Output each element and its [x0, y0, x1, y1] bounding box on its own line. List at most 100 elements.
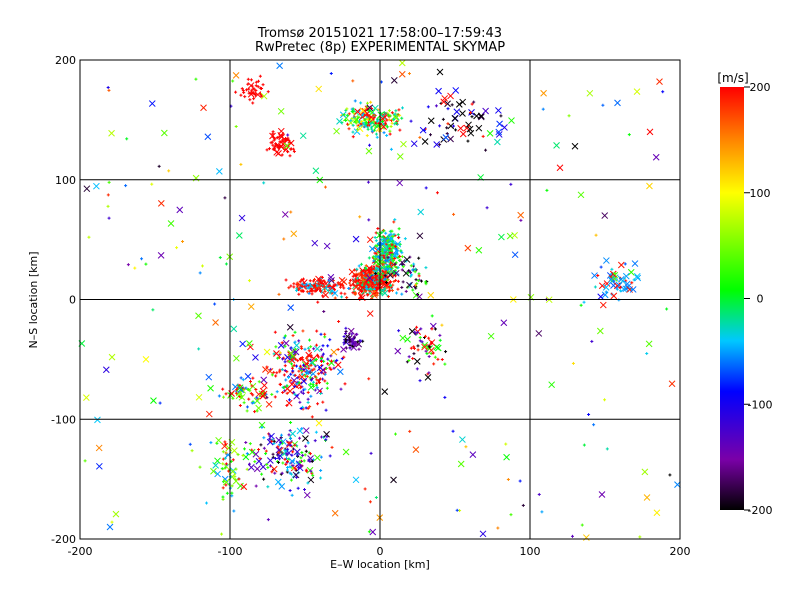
data-point — [469, 111, 473, 115]
data-point — [366, 123, 370, 127]
data-point — [645, 340, 653, 348]
data-point — [427, 291, 435, 299]
data-point — [473, 112, 480, 120]
data-point — [358, 119, 362, 123]
data-point — [366, 281, 370, 285]
data-point — [453, 108, 461, 116]
data-point — [346, 122, 350, 126]
data-point — [366, 104, 374, 112]
data-point — [276, 356, 280, 360]
data-point — [424, 186, 428, 190]
data-point — [267, 147, 271, 151]
data-point — [385, 125, 389, 129]
data-point — [435, 191, 439, 195]
data-point — [390, 229, 394, 233]
data-point — [284, 462, 288, 466]
data-point — [436, 68, 444, 76]
data-point — [277, 143, 285, 151]
data-point — [373, 276, 377, 280]
data-point — [278, 370, 282, 374]
data-point — [306, 466, 314, 474]
data-point — [303, 285, 307, 289]
chart-title-line2: RwPretec (8p) EXPERIMENTAL SKYMAP — [255, 40, 505, 55]
data-point — [224, 262, 228, 266]
data-point — [270, 465, 278, 473]
data-point — [271, 452, 275, 456]
data-point — [323, 332, 327, 336]
data-point — [394, 121, 398, 125]
data-point — [427, 355, 431, 359]
data-point — [257, 79, 261, 83]
data-point — [259, 463, 267, 471]
data-point — [452, 212, 456, 216]
data-point — [440, 358, 444, 362]
data-point — [246, 340, 253, 347]
data-point — [390, 243, 394, 247]
data-point — [222, 478, 230, 486]
data-point — [221, 387, 225, 391]
data-point — [260, 87, 264, 91]
data-point — [386, 268, 389, 272]
data-point — [205, 373, 213, 381]
data-point — [359, 107, 367, 114]
data-point — [430, 327, 434, 331]
data-point — [212, 319, 219, 326]
data-point — [390, 121, 394, 125]
data-point — [365, 134, 369, 138]
data-point — [247, 82, 255, 89]
data-point — [356, 281, 360, 285]
data-point — [420, 340, 424, 344]
data-point — [286, 387, 294, 395]
data-point — [273, 471, 277, 475]
data-point — [285, 138, 289, 142]
data-point — [444, 100, 451, 108]
data-point — [329, 367, 333, 371]
data-point — [295, 382, 299, 386]
data-point — [353, 117, 357, 121]
data-point — [309, 354, 313, 358]
data-point — [363, 487, 367, 491]
data-point — [278, 382, 282, 386]
data-point — [345, 296, 349, 300]
data-point — [223, 463, 230, 471]
data-point — [249, 91, 253, 95]
data-point — [384, 231, 388, 235]
data-point — [444, 350, 448, 354]
data-point — [238, 393, 246, 401]
data-point — [446, 107, 450, 111]
data-point — [398, 59, 406, 67]
data-point — [289, 437, 293, 441]
data-point — [385, 252, 389, 256]
data-point — [431, 351, 435, 355]
data-point — [465, 121, 472, 129]
data-point — [327, 273, 335, 281]
data-point — [609, 272, 613, 276]
data-point — [285, 465, 289, 469]
data-point — [225, 444, 233, 452]
data-point — [321, 352, 325, 356]
data-point — [392, 280, 396, 284]
data-point — [407, 72, 411, 76]
data-point — [238, 383, 242, 387]
data-point — [633, 88, 641, 95]
data-point — [214, 470, 221, 478]
data-point — [301, 277, 305, 281]
data-point — [393, 262, 397, 266]
data-point — [266, 90, 270, 94]
data-point — [265, 148, 269, 152]
data-point — [317, 355, 321, 359]
data-point — [275, 371, 279, 375]
data-point — [287, 441, 291, 445]
data-point — [298, 460, 302, 464]
data-point — [417, 256, 421, 260]
data-point — [223, 196, 227, 200]
data-point — [265, 396, 269, 400]
data-point — [447, 135, 454, 143]
data-point — [315, 353, 319, 357]
data-point — [150, 182, 154, 186]
data-point — [582, 300, 586, 304]
data-point — [194, 77, 198, 81]
data-point — [314, 286, 318, 290]
data-point — [275, 390, 279, 394]
data-point — [242, 91, 246, 95]
